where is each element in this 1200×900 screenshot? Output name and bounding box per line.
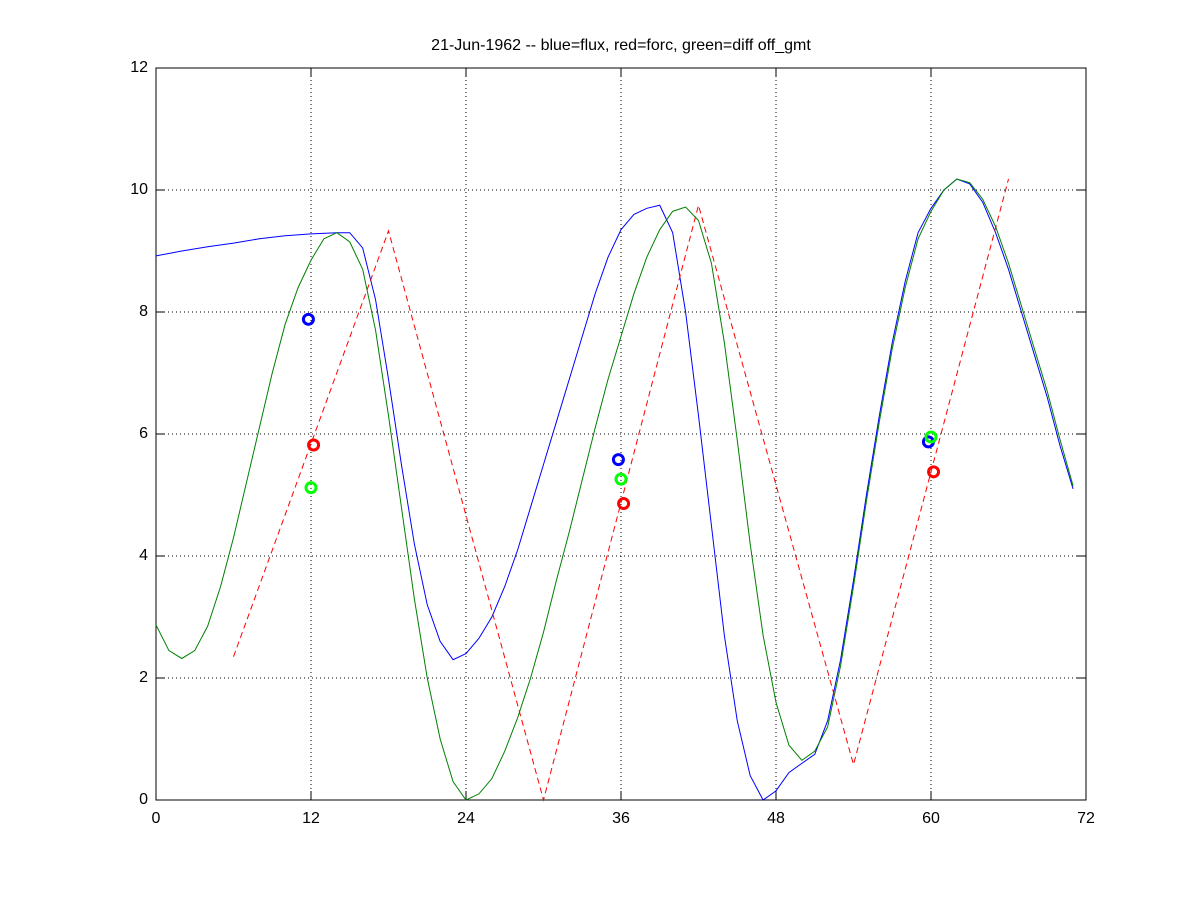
point-marker <box>924 430 938 444</box>
point-marker <box>614 472 628 486</box>
y-tick-label: 0 <box>139 791 148 808</box>
x-tick-label: 12 <box>302 810 320 827</box>
x-tick-label: 60 <box>922 810 940 827</box>
point-marker <box>301 312 315 326</box>
x-tick-label: 0 <box>152 810 161 827</box>
y-tick-label: 10 <box>130 181 148 198</box>
y-tick-label: 6 <box>139 425 148 442</box>
line <box>155 178 1074 801</box>
point-marker <box>617 497 631 511</box>
point-marker <box>304 481 318 495</box>
line <box>155 178 1074 801</box>
point-marker <box>611 453 625 467</box>
x-tick-label: 72 <box>1077 810 1095 827</box>
x-tick-label: 36 <box>612 810 630 827</box>
point-marker <box>307 438 321 452</box>
y-tick-label: 12 <box>130 59 148 76</box>
y-tick-label: 4 <box>139 547 148 564</box>
line <box>233 178 1009 802</box>
x-tick-label: 48 <box>767 810 785 827</box>
point-marker <box>927 465 941 479</box>
y-tick-label: 2 <box>139 669 148 686</box>
chart-title: 21-Jun-1962 -- blue=flux, red=forc, gree… <box>431 37 811 54</box>
plot-frame <box>155 67 1087 801</box>
x-tick-label: 24 <box>457 810 475 827</box>
y-tick-label: 8 <box>139 303 148 320</box>
